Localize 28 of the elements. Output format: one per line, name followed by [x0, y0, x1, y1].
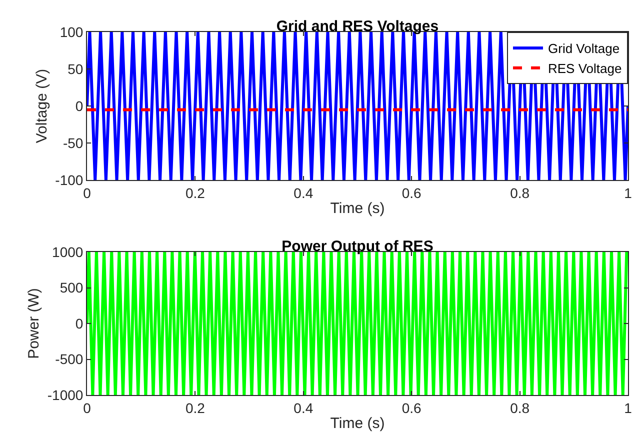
x-tick-label: 0.4 — [294, 400, 314, 416]
y-tick-label: -500 — [55, 351, 84, 368]
chart-title: Power Output of RES — [282, 238, 434, 255]
y-tick-label: -50 — [62, 134, 84, 151]
x-tick-label: 0.6 — [402, 184, 422, 201]
x-tick-label: 0.6 — [402, 400, 422, 416]
y-tick-label: 100 — [60, 24, 84, 40]
x-tick-label: 0.8 — [510, 400, 530, 416]
y-tick-label: 50 — [68, 60, 84, 77]
x-tick-label: 1 — [624, 400, 632, 416]
x-axis-title: Time (s) — [330, 200, 385, 217]
x-tick-label: 0.4 — [294, 184, 314, 201]
y-axis-title: Power (W) — [26, 288, 43, 359]
y-tick-label: 0 — [75, 315, 84, 332]
y-tick-label: 500 — [60, 280, 84, 296]
y-tick-label: 0 — [75, 98, 84, 114]
y-tick-label: -100 — [55, 172, 84, 188]
y-tick-label: -1000 — [47, 386, 84, 403]
x-tick-label: 1 — [624, 184, 632, 201]
x-tick-label: 0.8 — [510, 184, 530, 201]
y-axis-title: Voltage (V) — [33, 68, 50, 144]
x-axis-title: Time (s) — [330, 414, 385, 432]
chart-title: Grid and RES Voltages — [276, 18, 439, 35]
y-tick-label: 1000 — [52, 244, 84, 260]
legend-label: Grid Voltage — [548, 41, 620, 56]
x-tick-label: 0.2 — [185, 184, 206, 201]
x-tick-label: 0.2 — [185, 400, 206, 416]
legend-label: RES Voltage — [548, 60, 622, 76]
